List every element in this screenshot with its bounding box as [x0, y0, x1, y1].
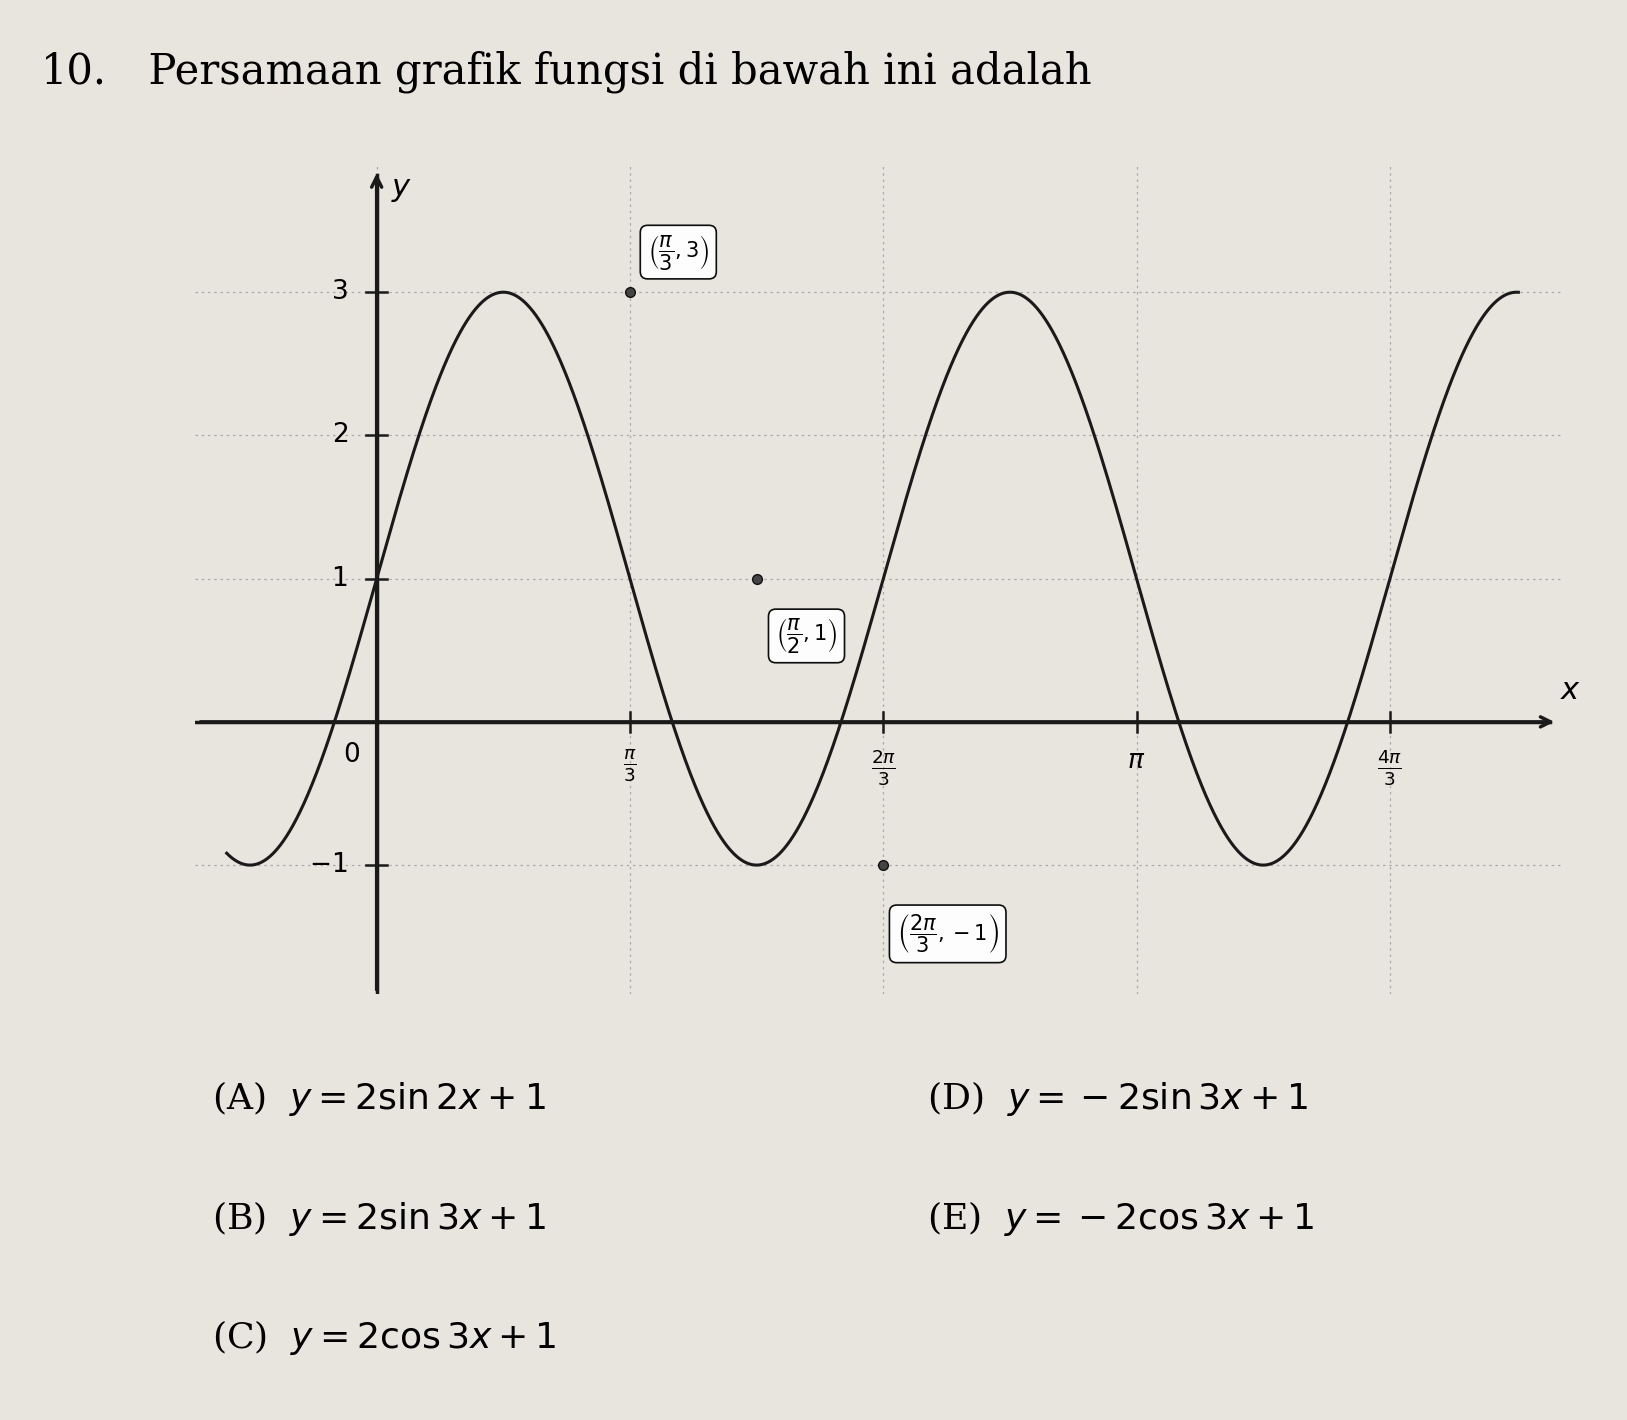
Text: $y$: $y$	[390, 175, 412, 203]
Text: (C)  $y = 2\cos 3x + 1$: (C) $y = 2\cos 3x + 1$	[212, 1318, 556, 1358]
Text: $x$: $x$	[1560, 676, 1580, 704]
Text: $3$: $3$	[330, 280, 348, 305]
Text: $\frac{\pi}{3}$: $\frac{\pi}{3}$	[623, 748, 636, 784]
Text: $\frac{4\pi}{3}$: $\frac{4\pi}{3}$	[1378, 748, 1402, 788]
Text: (E)  $y = -2\cos 3x + 1$: (E) $y = -2\cos 3x + 1$	[927, 1198, 1315, 1238]
Text: $-1$: $-1$	[309, 852, 348, 878]
Text: $\left(\dfrac{\pi}{2},1\right)$: $\left(\dfrac{\pi}{2},1\right)$	[776, 616, 838, 656]
Text: 10.: 10.	[41, 51, 107, 92]
Text: (A)  $y = 2\sin 2x + 1$: (A) $y = 2\sin 2x + 1$	[212, 1079, 545, 1119]
Text: $\left(\dfrac{2\pi}{3},-1\right)$: $\left(\dfrac{2\pi}{3},-1\right)$	[896, 912, 999, 956]
Text: (D)  $y = -2\sin 3x + 1$: (D) $y = -2\sin 3x + 1$	[927, 1079, 1308, 1119]
Text: $0$: $0$	[343, 741, 360, 768]
Text: $\pi$: $\pi$	[1128, 748, 1145, 774]
Text: (B)  $y = 2\sin 3x + 1$: (B) $y = 2\sin 3x + 1$	[212, 1198, 547, 1238]
Text: Persamaan grafik fungsi di bawah ini adalah: Persamaan grafik fungsi di bawah ini ada…	[122, 50, 1092, 92]
Text: $1$: $1$	[332, 565, 348, 592]
Text: $\left(\dfrac{\pi}{3},3\right)$: $\left(\dfrac{\pi}{3},3\right)$	[648, 233, 709, 271]
Text: $2$: $2$	[332, 422, 348, 449]
Text: $\frac{2\pi}{3}$: $\frac{2\pi}{3}$	[870, 748, 896, 788]
